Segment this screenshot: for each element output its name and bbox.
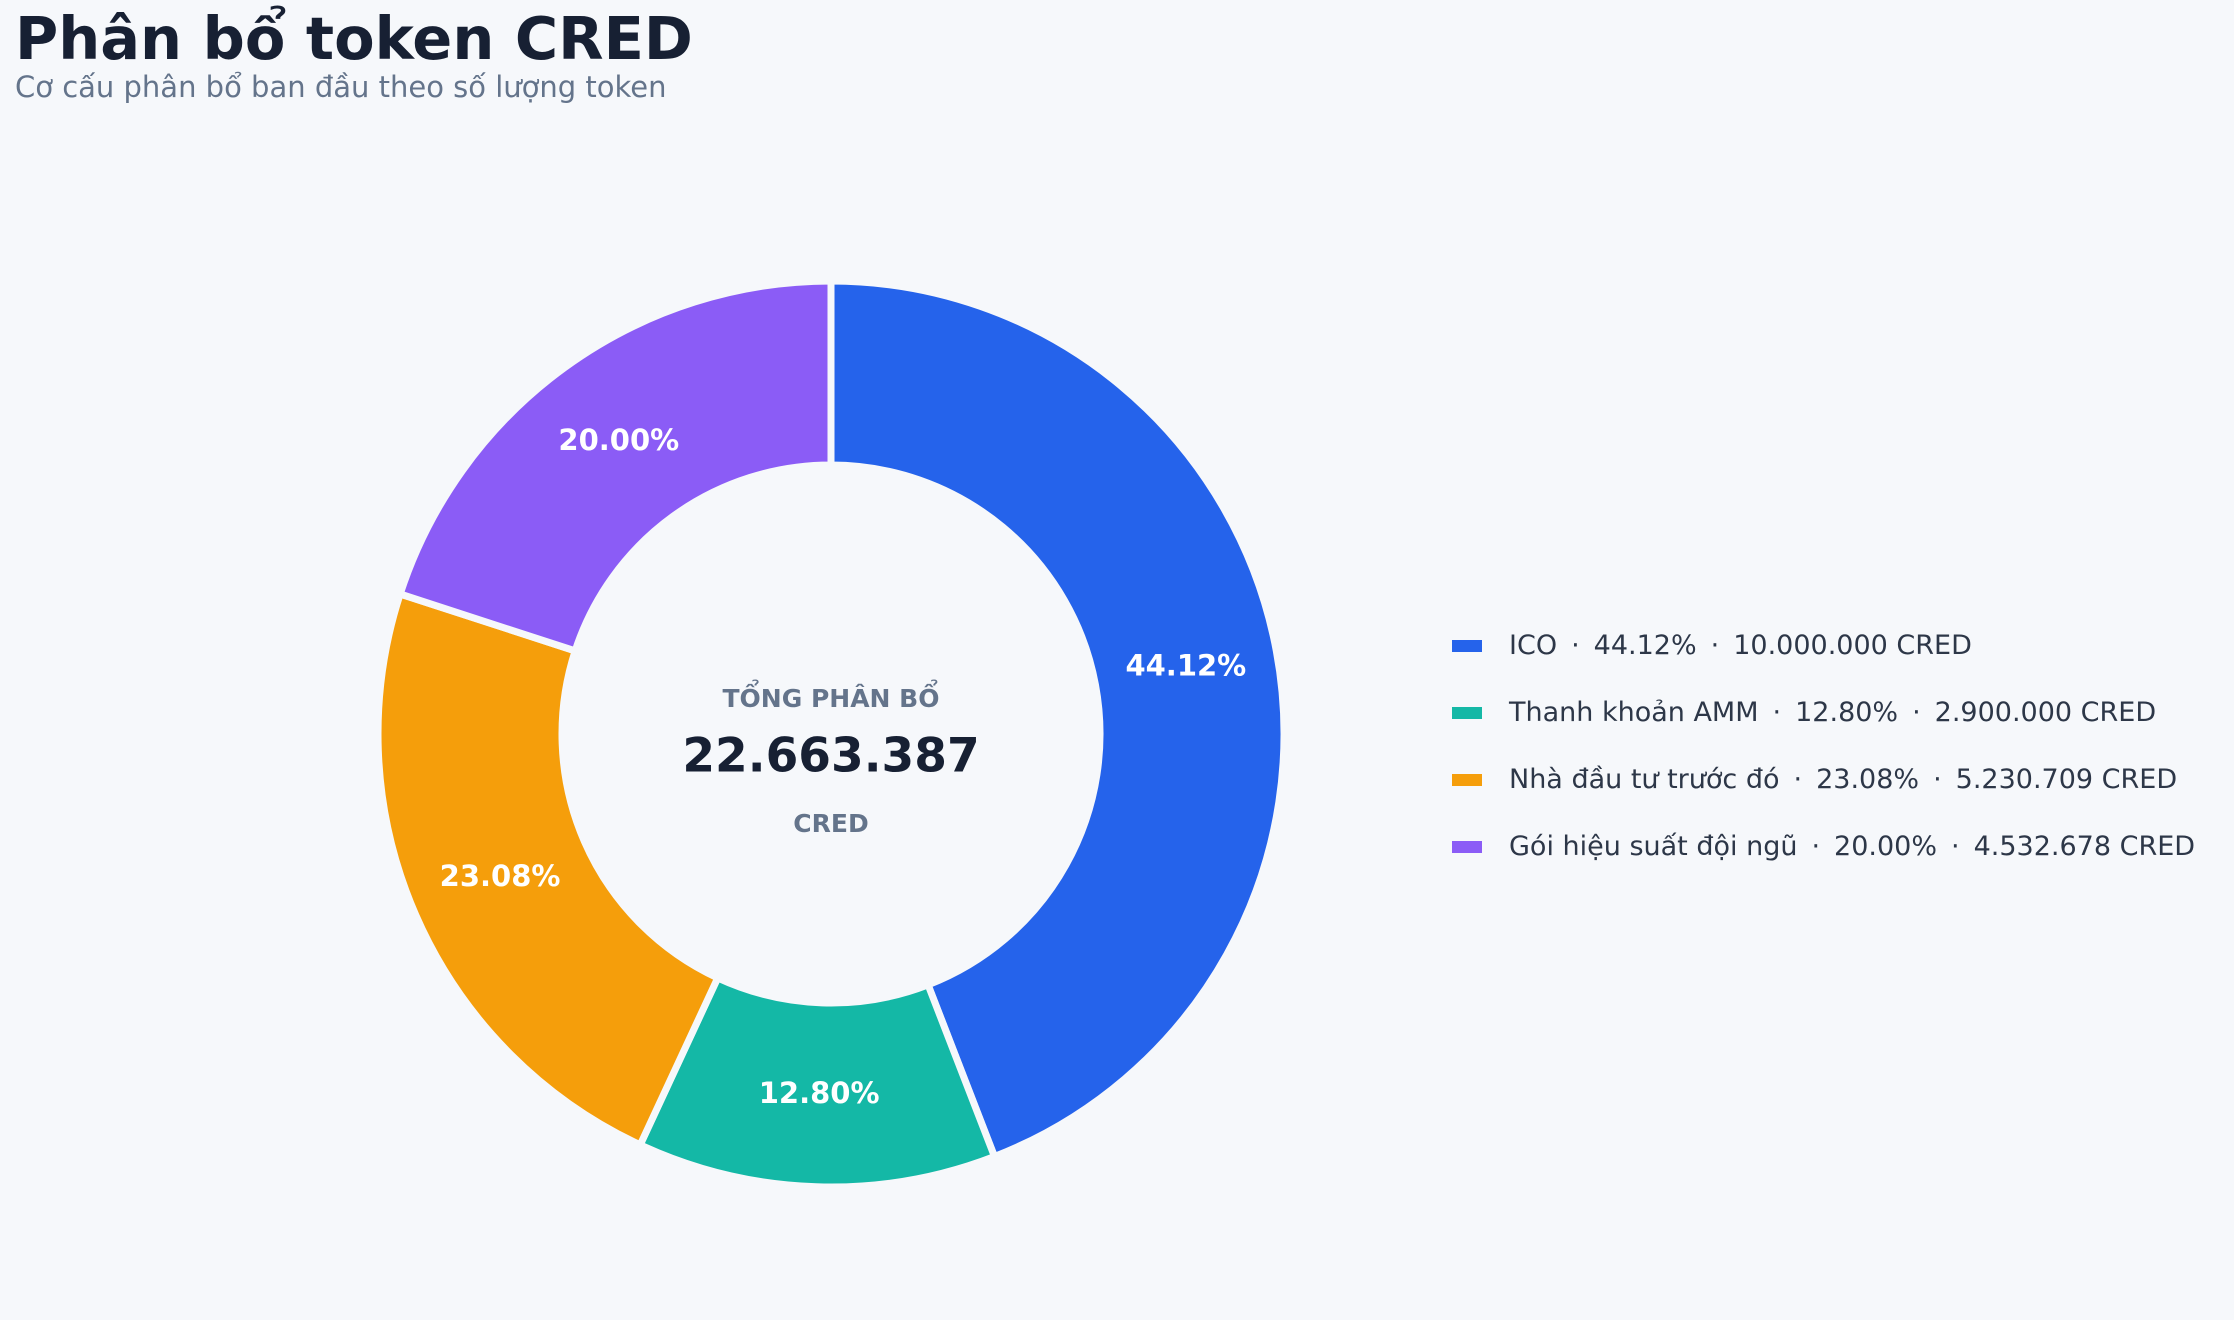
legend-series-name: ICO: [1509, 630, 1558, 661]
legend-percent: 23.08%: [1816, 764, 1920, 795]
center-total: 22.663.387: [682, 729, 979, 784]
legend-item[interactable]: Thanh khoản AMM · 12.80% · 2.900.000 CRED: [1452, 679, 2195, 746]
slice-gói-hiệu-suất-đội-ngũ[interactable]: [396, 277, 835, 655]
legend-separator: ·: [1912, 697, 1921, 728]
legend-series-name: Nhà đầu tư trước đó: [1509, 764, 1780, 795]
legend: ICO · 44.12% · 10.000.000 CRED Thanh khoản AM…: [1452, 612, 2195, 880]
legend-separator: ·: [1811, 831, 1821, 862]
slice-percent-label: 44.12%: [1125, 649, 1246, 683]
legend-item[interactable]: Nhà đầu tư trước đó · 23.08% · 5.230.709 CRE…: [1452, 746, 2195, 813]
legend-separator: ·: [1933, 764, 1942, 795]
chart-subtitle: Cơ cấu phân bổ ban đầu theo số lượng tok…: [15, 70, 667, 104]
legend-swatch: [1452, 840, 1482, 853]
center-unit: CRED: [793, 809, 868, 838]
legend-separator: ·: [1951, 831, 1960, 862]
chart-title: Phân bổ token CRED: [15, 4, 693, 73]
slice-percent-label: 12.80%: [759, 1076, 880, 1110]
legend-text: Nhà đầu tư trước đó · 23.08% · 5.230.709 CRE…: [1509, 764, 2177, 795]
slice-percent-label: 20.00%: [558, 423, 679, 457]
legend-item[interactable]: Gói hiệu suất đội ngũ · 20.00% · 4.532.678 C…: [1452, 813, 2195, 880]
legend-text: Thanh khoản AMM · 12.80% · 2.900.000 CRED: [1509, 697, 2156, 728]
legend-amount: 2.900.000 CRED: [1934, 697, 2157, 728]
legend-separator: ·: [1571, 630, 1580, 661]
legend-amount: 4.532.678 CRED: [1973, 831, 2196, 862]
legend-amount: 10.000.000 CRED: [1733, 630, 1972, 661]
legend-separator: ·: [1772, 697, 1782, 728]
legend-text: ICO · 44.12% · 10.000.000 CRED: [1509, 630, 1972, 661]
legend-series-name: Gói hiệu suất đội ngũ: [1509, 831, 1798, 862]
donut-slices: [374, 277, 1288, 1191]
slice-ico[interactable]: [827, 277, 1288, 1160]
legend-percent: 44.12%: [1593, 630, 1697, 661]
center-label: TỔNG PHÂN BỔ: [723, 678, 940, 713]
slice-nhà-đầu-tư-trước-đó[interactable]: [374, 590, 722, 1149]
legend-percent: 12.80%: [1795, 697, 1899, 728]
legend-swatch: [1452, 706, 1482, 719]
legend-text: Gói hiệu suất đội ngũ · 20.00% · 4.532.678 C…: [1509, 831, 2195, 862]
legend-series-name: Thanh khoản AMM: [1509, 697, 1759, 728]
legend-separator: ·: [1793, 764, 1803, 795]
legend-swatch: [1452, 639, 1482, 652]
legend-percent: 20.00%: [1834, 831, 1937, 862]
slice-percent-label: 23.08%: [440, 859, 561, 893]
legend-separator: ·: [1710, 630, 1720, 661]
legend-item[interactable]: ICO · 44.12% · 10.000.000 CRED: [1452, 612, 2195, 679]
legend-swatch: [1452, 773, 1482, 786]
donut-slice-labels: 44.12% 12.80% 23.08% 20.00%: [440, 423, 1247, 1110]
legend-amount: 5.230.709 CRED: [1955, 764, 2178, 795]
donut-chart: 44.12% 12.80% 23.08% 20.00% TỔNG PHÂN BỔ 22…: [374, 277, 1288, 1191]
slice-thanh-khoản-amm[interactable]: [636, 974, 998, 1191]
